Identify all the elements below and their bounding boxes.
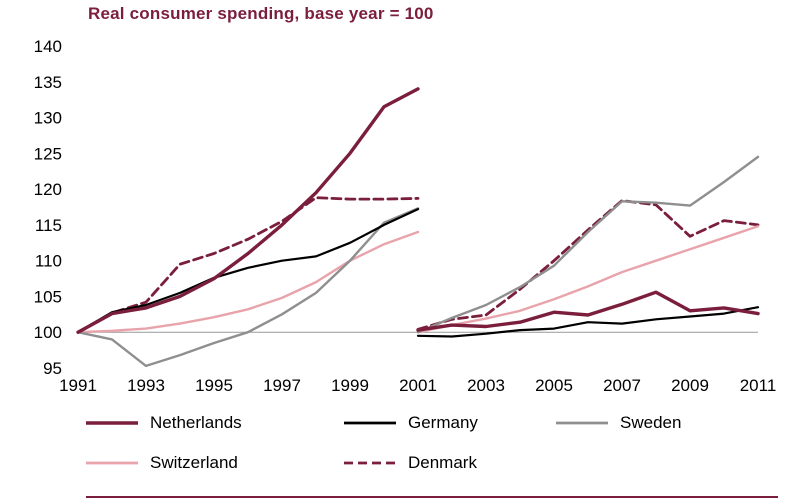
- x-axis-tick-label: 1991: [59, 376, 97, 395]
- series-line-switzerland-segment1: [76, 230, 420, 334]
- legend-label-denmark: Denmark: [408, 453, 477, 472]
- series-line-denmark-segment1: [76, 196, 420, 334]
- legend-line-sample-germany: [344, 421, 396, 425]
- x-axis-tick-label: 1995: [195, 376, 233, 395]
- legend-line-sample-switzerland: [86, 461, 138, 465]
- series-line-netherlands-segment2: [416, 290, 760, 332]
- y-axis-tick-label: 115: [35, 216, 62, 235]
- bottom-rule: [86, 496, 778, 498]
- x-axis-tick-label: 2001: [399, 376, 437, 395]
- series-line-switzerland-segment2: [416, 225, 760, 334]
- series-line-germany-segment2: [416, 306, 760, 338]
- x-axis-tick-label: 1997: [263, 376, 301, 395]
- chart-title: Real consumer spending, base year = 100: [88, 4, 434, 23]
- legend-line-sample-sweden: [556, 421, 608, 425]
- x-axis-tick-label: 2011: [740, 376, 777, 395]
- y-axis-tick-label: 120: [34, 180, 62, 199]
- x-axis-tick-label: 2009: [671, 376, 709, 395]
- legend-line-sample-denmark: [344, 461, 396, 465]
- legend-label-sweden: Sweden: [620, 413, 682, 432]
- y-axis-tick-label: 130: [34, 109, 62, 128]
- series-line-sweden-segment1: [76, 207, 420, 368]
- series-line-denmark-segment2: [416, 199, 760, 331]
- legend-item-denmark: Denmark: [344, 448, 556, 478]
- legend-label-germany: Germany: [408, 413, 478, 432]
- y-axis-tick-label: 140: [34, 37, 62, 56]
- y-axis-tick-label: 95: [43, 359, 62, 378]
- x-axis-tick-label: 1999: [331, 376, 369, 395]
- x-axis-tick-label: 1993: [127, 376, 165, 395]
- chart-legend: Netherlands Germany Sweden Switzerland Denma…: [86, 408, 786, 478]
- series-line-germany-segment1: [76, 208, 420, 334]
- y-axis-tick-label: 125: [34, 144, 62, 163]
- legend-label-netherlands: Netherlands: [150, 413, 242, 432]
- legend-item-switzerland: Switzerland: [86, 448, 344, 478]
- line-chart-plot: 95 100 105 110 115 120 125 130 135 140 1991 1993 199…: [34, 37, 777, 395]
- y-axis-tick-label: 100: [34, 323, 62, 342]
- x-axis-tick-label: 2005: [535, 376, 573, 395]
- x-axis-tick-label: 2007: [603, 376, 641, 395]
- legend-label-switzerland: Switzerland: [150, 453, 238, 472]
- series-line-netherlands-segment1: [76, 87, 420, 334]
- y-axis-tick-label: 110: [35, 252, 62, 271]
- y-axis-tick-label: 135: [34, 73, 62, 92]
- y-axis-tick-label: 105: [34, 287, 62, 306]
- legend-item-germany: Germany: [344, 408, 556, 438]
- legend-line-sample-netherlands: [86, 421, 138, 425]
- legend-item-sweden: Sweden: [556, 408, 768, 438]
- series-line-sweden-segment2: [416, 155, 760, 334]
- legend-item-netherlands: Netherlands: [86, 408, 344, 438]
- x-axis-tick-label: 2003: [467, 376, 505, 395]
